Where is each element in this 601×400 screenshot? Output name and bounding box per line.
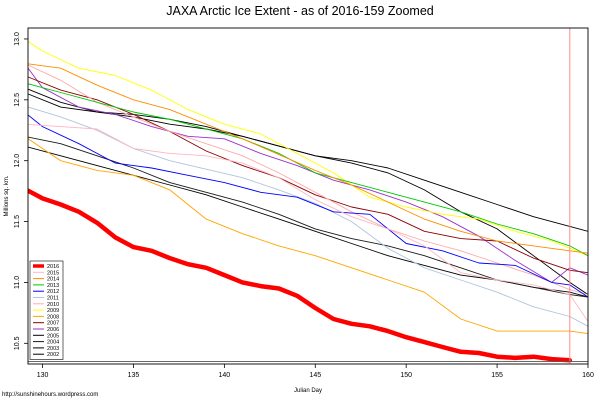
legend-label-2014: 2014: [47, 277, 59, 283]
legend-label-2012: 2012: [47, 289, 59, 295]
legend-label-2009: 2009: [47, 308, 59, 314]
y-tick-label: 12.5: [14, 93, 21, 107]
x-axis: 130 135 140 145 150 155 160: [37, 364, 594, 379]
y-tick-label: 12.0: [14, 154, 21, 168]
x-tick-label: 145: [309, 372, 321, 379]
legend-label-2016: 2016: [47, 264, 59, 270]
y-tick-label: 10.5: [14, 336, 21, 350]
legend-label-2015: 2015: [47, 270, 59, 276]
y-tick-label: 13.0: [14, 32, 21, 46]
x-tick-label: 135: [128, 372, 140, 379]
y-axis-label: Millions sq. km.: [4, 175, 10, 216]
legend-label-2005: 2005: [47, 333, 59, 339]
series-line-2006: [28, 67, 588, 283]
series-line-2010: [28, 64, 588, 296]
x-tick-label: 130: [37, 372, 49, 379]
legend-label-2010: 2010: [47, 302, 59, 308]
x-tick-label: 160: [582, 372, 594, 379]
series-line-2008: [28, 138, 588, 335]
legend: 2016201520142013201220112010200920082007…: [29, 260, 64, 360]
x-tick-label: 155: [491, 372, 503, 379]
y-axis: 10.5 11.0 11.5 12.0 12.5 13.0: [14, 32, 28, 350]
legend-label-2002: 2002: [47, 352, 59, 358]
series-line-2013: [28, 83, 588, 257]
series-line-2004: [28, 136, 588, 298]
series-line-2005: [28, 88, 588, 296]
legend-label-2011: 2011: [47, 296, 59, 302]
legend-label-2006: 2006: [47, 327, 59, 333]
credit-text: http://sunshinehours.wordpress.com: [2, 392, 98, 398]
series-line-2012: [28, 114, 588, 298]
series-line-2015: [28, 123, 588, 322]
legend-label-2004: 2004: [47, 340, 59, 346]
series-line-2009: [28, 40, 588, 257]
plot-series: [28, 40, 588, 363]
legend-label-2013: 2013: [47, 283, 59, 289]
plot-frame: [27, 27, 589, 365]
y-tick-label: 11.0: [14, 276, 21, 289]
legend-label-2003: 2003: [47, 346, 59, 352]
series-line-2003: [28, 146, 588, 298]
series-line-2011: [28, 106, 588, 327]
series-line-2016: [28, 188, 573, 363]
legend-label-2007: 2007: [47, 321, 59, 327]
x-tick-label: 150: [400, 372, 412, 379]
y-tick-label: 11.5: [14, 215, 21, 228]
series-line-2007: [28, 76, 588, 274]
x-tick-label: 140: [219, 372, 231, 379]
chart-title: JAXA Arctic Ice Extent - as of 2016-159 …: [166, 4, 434, 18]
x-axis-label: Julian Day: [294, 388, 322, 394]
legend-label-2008: 2008: [47, 314, 59, 320]
series-line-2014: [28, 63, 588, 254]
